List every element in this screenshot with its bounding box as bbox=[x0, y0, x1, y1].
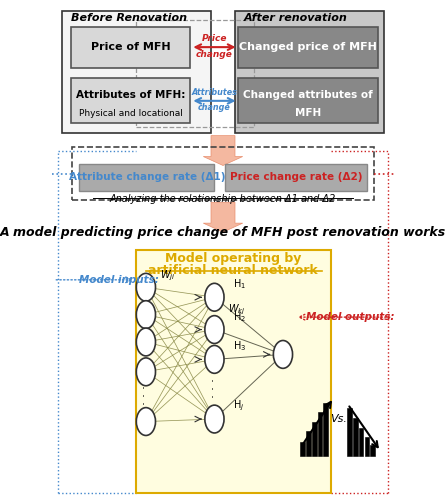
Bar bbox=[347, 408, 352, 457]
Circle shape bbox=[205, 284, 224, 311]
Bar bbox=[300, 442, 305, 456]
FancyBboxPatch shape bbox=[62, 12, 211, 133]
Text: H$_j$: H$_j$ bbox=[233, 398, 244, 413]
Bar bbox=[306, 432, 311, 456]
Text: Physical and locational: Physical and locational bbox=[78, 109, 182, 118]
Text: Before Renovation: Before Renovation bbox=[70, 14, 186, 24]
Bar bbox=[370, 446, 375, 456]
Circle shape bbox=[205, 405, 224, 433]
Bar bbox=[318, 412, 322, 457]
Text: Attributes: Attributes bbox=[191, 88, 237, 97]
FancyBboxPatch shape bbox=[239, 78, 378, 123]
Text: Changed price of MFH: Changed price of MFH bbox=[240, 42, 377, 52]
Circle shape bbox=[205, 316, 224, 344]
Text: Price change rate (Δ2): Price change rate (Δ2) bbox=[230, 172, 362, 182]
FancyBboxPatch shape bbox=[79, 164, 215, 192]
Circle shape bbox=[136, 274, 156, 301]
Text: Price: Price bbox=[202, 34, 227, 43]
Text: $W_{ji}$: $W_{ji}$ bbox=[160, 268, 175, 283]
FancyBboxPatch shape bbox=[239, 26, 378, 68]
Bar bbox=[312, 422, 317, 456]
Text: Price of MFH: Price of MFH bbox=[91, 42, 170, 52]
FancyBboxPatch shape bbox=[136, 250, 331, 492]
Text: A model predicting price change of MFH post renovation works: A model predicting price change of MFH p… bbox=[0, 226, 446, 239]
Text: Changed attributes of: Changed attributes of bbox=[244, 90, 373, 100]
Text: Analyzing the relationship between Δ1 and Δ2: Analyzing the relationship between Δ1 an… bbox=[110, 194, 336, 204]
Text: Attributes of MFH:: Attributes of MFH: bbox=[76, 90, 185, 100]
FancyBboxPatch shape bbox=[235, 12, 384, 133]
Text: · · ·: · · · bbox=[140, 385, 153, 405]
Circle shape bbox=[205, 346, 224, 374]
Text: change: change bbox=[196, 50, 233, 58]
Text: artificial neural network: artificial neural network bbox=[149, 264, 318, 277]
FancyBboxPatch shape bbox=[70, 78, 190, 123]
Text: Vs.: Vs. bbox=[330, 414, 347, 424]
Text: change: change bbox=[198, 104, 231, 112]
Bar bbox=[353, 418, 358, 457]
Circle shape bbox=[136, 300, 156, 328]
Text: After renovation: After renovation bbox=[244, 14, 347, 24]
Text: Attribute change rate (Δ1): Attribute change rate (Δ1) bbox=[69, 172, 225, 182]
Text: MFH: MFH bbox=[295, 108, 322, 118]
Bar bbox=[359, 428, 363, 456]
Circle shape bbox=[136, 408, 156, 436]
Circle shape bbox=[273, 340, 293, 368]
Text: $W_{kj}$: $W_{kj}$ bbox=[228, 302, 246, 317]
Text: H$_1$: H$_1$ bbox=[233, 278, 246, 291]
Bar bbox=[323, 402, 328, 456]
Text: H$_3$: H$_3$ bbox=[233, 340, 247, 353]
Bar bbox=[364, 438, 369, 456]
FancyArrow shape bbox=[203, 202, 243, 232]
Circle shape bbox=[136, 328, 156, 356]
FancyBboxPatch shape bbox=[70, 26, 190, 68]
Text: Model operating by: Model operating by bbox=[165, 252, 301, 265]
FancyBboxPatch shape bbox=[225, 164, 367, 192]
FancyArrow shape bbox=[203, 136, 243, 166]
Text: H$_2$: H$_2$ bbox=[233, 310, 246, 324]
Text: Model outputs:: Model outputs: bbox=[306, 312, 394, 322]
Text: Model inputs:: Model inputs: bbox=[78, 275, 158, 285]
Circle shape bbox=[136, 358, 156, 386]
Text: · · ·: · · · bbox=[208, 378, 221, 398]
